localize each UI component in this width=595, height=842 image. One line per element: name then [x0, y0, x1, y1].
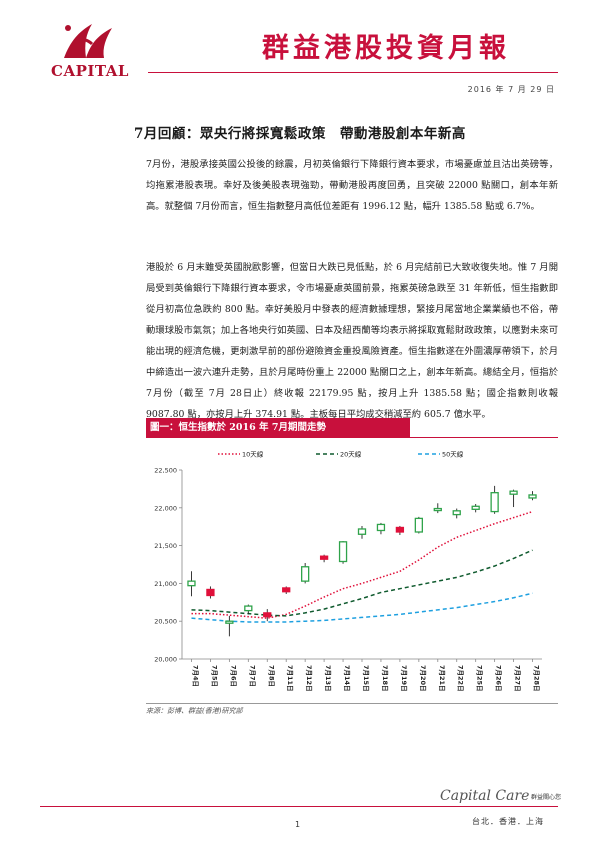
candle-body	[471, 505, 480, 510]
y-tick-label: 22,500	[154, 467, 177, 475]
candle-body	[490, 492, 499, 513]
footer-divider	[40, 806, 558, 807]
candle-body	[357, 528, 367, 535]
x-tick-label: 7月4日	[191, 665, 199, 687]
candle-body	[452, 510, 461, 516]
x-tick-label: 7月22日	[457, 665, 465, 692]
article-paragraph-1: 7月份，港股承接英國公投後的餘震，月初英倫銀行下降銀行資本要求，市場憂慮並且沽出…	[146, 159, 558, 212]
page-number: 1	[294, 820, 301, 829]
article-headline: 7月回顧：眾央行將採寬鬆政策 帶動港股創本年新高	[134, 126, 466, 142]
x-tick-label: 7月21日	[438, 665, 446, 692]
x-tick-label: 7月26日	[495, 665, 503, 692]
candle-body	[206, 588, 215, 597]
x-tick-label: 7月5日	[210, 665, 218, 687]
x-tick-label: 7月7日	[248, 665, 256, 687]
x-tick-label: 7月11日	[286, 665, 294, 692]
x-tick-label: 7月6日	[229, 665, 237, 687]
ma-line	[191, 510, 533, 619]
legend-label: 20天線	[340, 450, 362, 459]
y-tick-label: 22,000	[154, 504, 177, 512]
candle-body	[338, 541, 348, 563]
x-tick-label: 7月28日	[533, 665, 541, 692]
report-title: 群益港股投資月報	[262, 33, 510, 64]
candle-body	[509, 490, 518, 495]
footer-cities: 台北．香港．上海	[472, 817, 544, 826]
figure-source: 來源：彭博、群益(香港)研究部	[146, 707, 243, 715]
ma-line	[191, 549, 533, 617]
candle-body	[395, 526, 405, 533]
candle-body	[282, 587, 291, 593]
header-divider	[148, 72, 558, 73]
x-tick-label: 7月13日	[324, 665, 332, 692]
candle-body	[528, 494, 537, 499]
candle-body	[376, 523, 386, 532]
x-tick-label: 7月14日	[343, 665, 351, 692]
candle-body	[301, 566, 310, 582]
candle-body	[225, 620, 234, 624]
x-tick-label: 7月20日	[419, 665, 427, 692]
candles	[187, 485, 537, 637]
report-date: 2016 年 7 月 29 日	[467, 85, 555, 94]
x-tick-label: 7月15日	[362, 665, 370, 692]
footer-brand: Capital Care	[440, 788, 530, 804]
candle-body	[433, 507, 442, 512]
figure-rule	[146, 437, 558, 438]
legend-label: 10天線	[242, 450, 264, 459]
logo-text: CAPITAL	[51, 62, 129, 80]
candle-body	[187, 580, 196, 587]
legend-label: 50天線	[442, 450, 464, 459]
x-tick-label: 7月25日	[476, 665, 484, 692]
figure-title: 圖一：恒生指數於 2016 年 7月期間走勢	[146, 418, 410, 438]
capital-logo: CAPITAL	[38, 18, 142, 80]
footer-brand-sub: 群益關心您	[531, 794, 562, 801]
bird-emblem-icon	[64, 24, 112, 58]
article-paragraph-2: 港股於 6 月末雖受英國脫歐影響，但當日大跌已見低點，於 6 月完結前已大致收復…	[146, 262, 558, 420]
y-tick-label: 20,000	[154, 656, 177, 664]
chart-legend: 10天線 20天線 50天線	[218, 450, 464, 459]
y-tick-label: 20,500	[154, 618, 177, 626]
x-tick-label: 7月27日	[514, 665, 522, 692]
source-divider	[146, 703, 558, 704]
x-tick-label: 7月12日	[305, 665, 313, 692]
ma-line	[191, 592, 533, 623]
candle-body	[263, 612, 272, 618]
x-tick-label: 7月18日	[381, 665, 389, 692]
hsi-candlestick-chart: 20,000 20,500 21,000 21,500 22,000 22,500 7月4日…	[146, 440, 558, 702]
candle-body	[319, 555, 329, 560]
chart-axes: 20,000 20,500 21,000 21,500 22,000 22,500 7月4日…	[154, 467, 542, 692]
chart-svg: 20,000 20,500 21,000 21,500 22,000 22,500 7月4日…	[154, 450, 542, 692]
x-tick-label: 7月8日	[267, 665, 275, 687]
x-tick-label: 7月19日	[400, 665, 408, 692]
y-tick-label: 21,000	[154, 580, 177, 588]
candle-body	[414, 517, 423, 533]
candle-body	[244, 605, 253, 612]
y-tick-label: 21,500	[154, 542, 177, 550]
